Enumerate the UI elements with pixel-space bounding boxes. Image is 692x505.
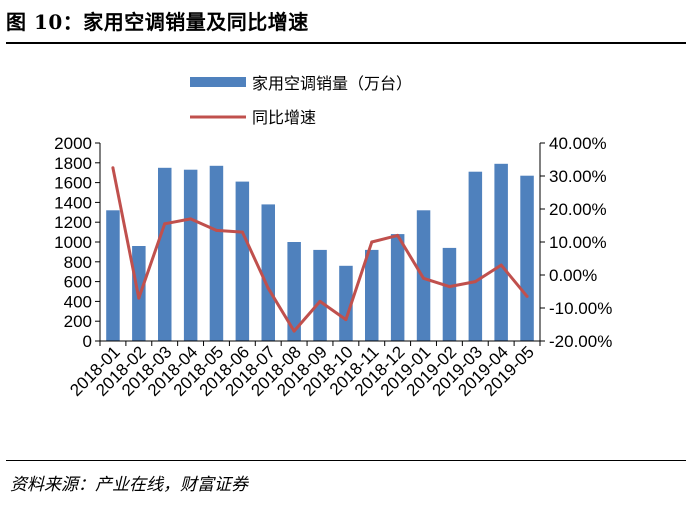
- bar-2018-12: [390, 234, 405, 341]
- bar-2018-11: [365, 249, 379, 341]
- bar-2018-03: [158, 167, 172, 342]
- growth-point-2019-05: [525, 294, 529, 298]
- left-tick-label: 400: [64, 292, 92, 311]
- bar-2019-02: [442, 247, 457, 341]
- growth-point-2018-03: [163, 222, 167, 226]
- source-divider: [6, 460, 686, 461]
- x-axis-ticks: 2018-012018-022018-032018-042018-052018-…: [66, 342, 538, 400]
- growth-point-2018-04: [189, 217, 193, 221]
- right-tick-label: 10.00%: [549, 233, 607, 252]
- bar-2019-04: [494, 163, 508, 341]
- source-note: 资料来源：产业在线，财富证券: [10, 475, 248, 495]
- left-tick-label: 0: [83, 332, 92, 351]
- left-tick-label: 1600: [54, 174, 92, 193]
- growth-point-2018-08: [292, 329, 296, 333]
- left-tick-label: 1800: [54, 154, 92, 173]
- left-tick-label: 600: [64, 273, 92, 292]
- right-tick-label: 40.00%: [549, 134, 607, 153]
- right-tick-label: -20.00%: [549, 332, 612, 351]
- right-tick-label: 30.00%: [549, 167, 607, 186]
- bar-2018-01: [106, 210, 120, 341]
- bar-2018-06: [235, 181, 250, 341]
- growth-point-2019-02: [447, 285, 451, 289]
- growth-point-2018-06: [240, 230, 244, 234]
- left-tick-label: 200: [64, 312, 92, 331]
- chart-legend: 家用空调销量（万台） 同比增速: [190, 74, 412, 127]
- right-tick-label: 20.00%: [549, 200, 607, 219]
- growth-point-2018-10: [344, 318, 348, 322]
- bar-2018-05: [209, 165, 224, 341]
- right-tick-label: 0.00%: [549, 266, 597, 285]
- bar-2018-07: [261, 204, 275, 341]
- bar-2018-09: [313, 249, 327, 341]
- bar-2019-05: [520, 175, 534, 341]
- growth-point-2019-01: [422, 276, 425, 280]
- bar-2018-08: [287, 242, 301, 341]
- growth-point-2018-05: [215, 228, 218, 232]
- left-tick-label: 800: [64, 253, 92, 272]
- left-tick-label: 1400: [54, 193, 92, 212]
- growth-point-2018-01: [111, 166, 115, 170]
- left-tick-label: 1200: [54, 213, 92, 232]
- left-tick-label: 1000: [54, 233, 92, 252]
- right-axis-ticks: -20.00% -10.00% 0.00% 10.00% 20.00% 30.00% 40.…: [540, 134, 612, 351]
- legend-label-sales: 家用空调销量（万台）: [252, 74, 412, 93]
- figure-title: 图 10：家用空调销量及同比增速: [6, 10, 309, 34]
- growth-point-2019-04: [499, 263, 503, 267]
- growth-point-2018-02: [137, 296, 141, 300]
- right-tick-label: -10.00%: [549, 299, 612, 318]
- bar-2018-10: [339, 265, 353, 341]
- growth-point-2018-12: [396, 233, 400, 237]
- growth-point-2018-09: [318, 299, 322, 303]
- growth-point-2018-07: [266, 286, 270, 290]
- growth-point-2019-03: [473, 280, 477, 284]
- legend-label-growth: 同比增速: [252, 108, 316, 127]
- title-divider: [6, 42, 686, 44]
- bar-series: [106, 163, 534, 342]
- legend-swatch-sales: [190, 77, 246, 87]
- line-series: [111, 166, 529, 333]
- bar-2018-04: [183, 169, 198, 341]
- growth-point-2018-11: [370, 240, 374, 244]
- left-tick-label: 2000: [54, 134, 92, 153]
- bar-2019-03: [468, 171, 483, 341]
